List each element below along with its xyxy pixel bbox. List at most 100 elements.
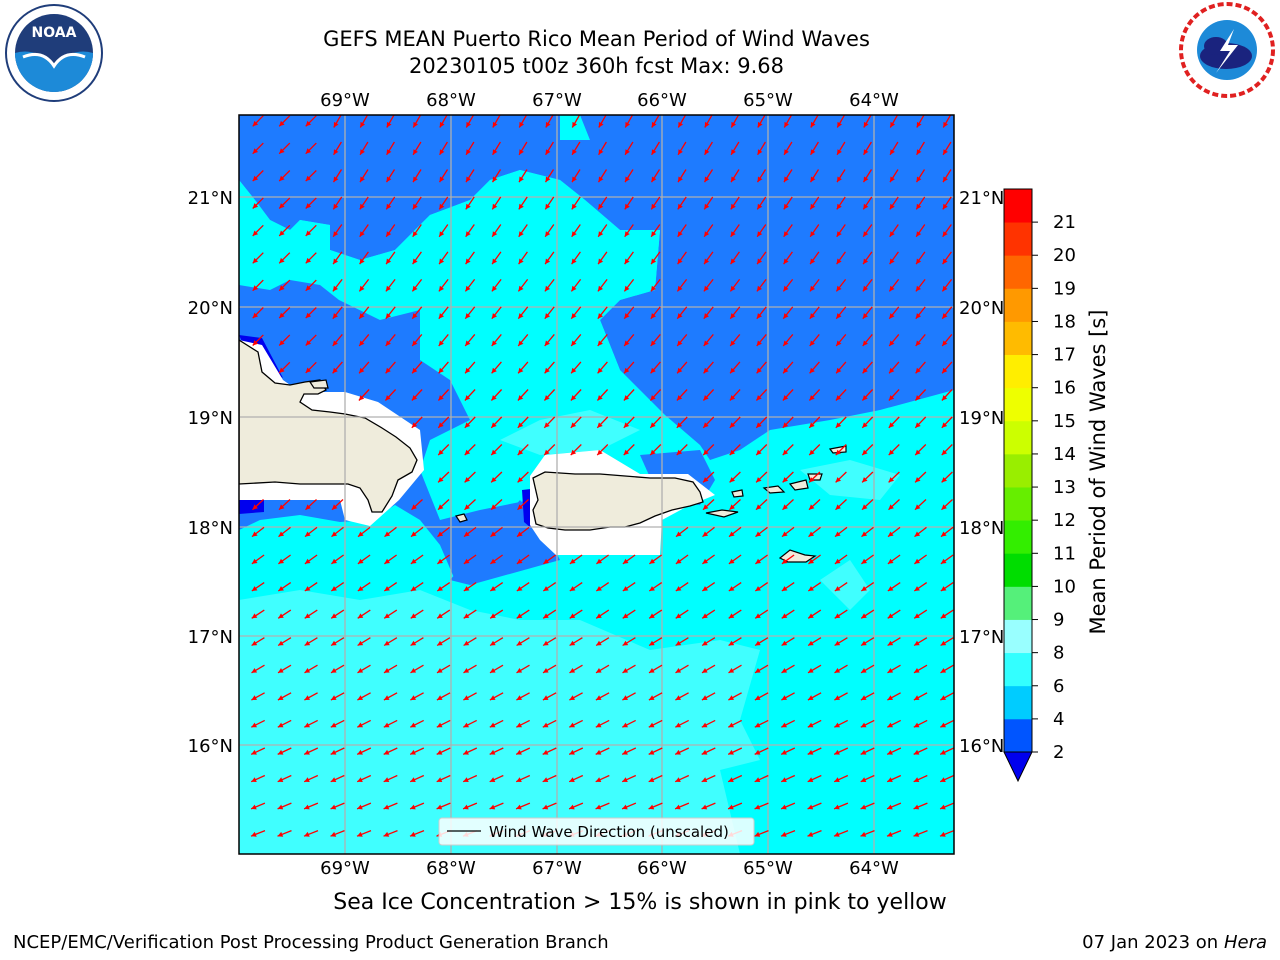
wind-wave-arrow-head: [622, 695, 628, 700]
wind-wave-arrow-head: [278, 558, 284, 564]
wind-wave-arrow-head: [809, 340, 815, 346]
wind-wave-arrow-head: [863, 258, 869, 265]
wind-wave-arrow-head: [357, 668, 364, 673]
wind-wave-arrow-head: [438, 367, 444, 374]
wind-wave-arrow-head: [836, 313, 842, 319]
wind-wave-arrow-head: [862, 449, 868, 456]
wind-wave-arrow-head: [437, 558, 443, 564]
wind-wave-arrow-head: [412, 231, 418, 237]
colorbar-tick-label: 4: [1053, 709, 1064, 730]
colorbar-segment: [1004, 685, 1032, 720]
wind-wave-arrow-head: [860, 722, 867, 728]
wind-wave-arrow-head: [810, 258, 816, 265]
wind-wave-arrow-head: [940, 804, 946, 810]
wind-wave-arrow-head: [809, 367, 815, 374]
wind-wave-arrow-head: [384, 531, 391, 537]
wind-wave-arrow-head: [807, 695, 814, 700]
wind-wave-arrow-head: [516, 558, 523, 564]
wind-wave-arrow-head: [463, 613, 470, 619]
wind-wave-arrow-head: [624, 258, 630, 265]
wind-wave-arrow-head: [915, 285, 921, 292]
wind-wave-arrow-head: [279, 175, 285, 182]
wind-wave-arrow-head: [439, 149, 445, 155]
wind-wave-arrow-head: [624, 203, 630, 210]
wind-wave-arrow-head: [596, 640, 602, 646]
wind-wave-arrow-head: [754, 777, 761, 782]
footer-date: 07 Jan 2023 on Hera: [1082, 932, 1267, 953]
wind-wave-arrow-head: [413, 121, 418, 128]
title-line-1: GEFS MEAN Puerto Rico Mean Period of Win…: [323, 27, 870, 51]
wind-wave-arrow-head: [438, 504, 444, 510]
colorbar-segment: [1004, 420, 1032, 455]
wind-wave-arrow-head: [465, 367, 471, 374]
wind-wave-arrow-head: [543, 640, 549, 646]
wind-wave-arrow-head: [491, 422, 497, 428]
wind-wave-arrow-head: [411, 422, 418, 428]
colorbar-segment: [1004, 487, 1032, 521]
wind-wave-arrow-head: [837, 176, 842, 183]
wind-wave-arrow-head: [464, 477, 470, 483]
wind-wave-arrow-head: [807, 749, 814, 755]
wind-wave-arrow-head: [410, 586, 417, 591]
wind-wave-arrow-head: [808, 531, 815, 537]
wind-wave-arrow-head: [359, 367, 365, 374]
wind-wave-arrow-head: [941, 504, 947, 510]
wind-wave-arrow-head: [703, 285, 709, 292]
wind-wave-arrow-head: [251, 586, 258, 591]
wind-wave-arrow-head: [466, 149, 471, 155]
wind-wave-arrow-head: [598, 258, 604, 265]
wind-wave-arrow-head: [305, 285, 312, 291]
wind-wave-arrow-head: [491, 367, 497, 374]
wind-wave-arrow-head: [252, 531, 258, 537]
wind-wave-arrow-head: [436, 777, 443, 782]
wind-wave-arrow-head: [913, 695, 920, 700]
lat-label-left: 21°N: [188, 188, 233, 209]
wind-wave-arrow-head: [279, 504, 285, 510]
wind-wave-arrow-head: [572, 176, 577, 183]
field-below-2-pr: [522, 489, 531, 528]
wind-wave-arrow-head: [649, 613, 655, 619]
wind-wave-arrow-head: [330, 831, 337, 837]
wind-wave-arrow-head: [595, 722, 602, 728]
wind-wave-arrow-head: [914, 613, 920, 619]
gridlines: [239, 115, 954, 854]
wind-wave-arrow-head: [861, 640, 867, 646]
wind-wave-arrow-head: [940, 613, 947, 619]
wind-wave-arrow-head: [862, 422, 868, 428]
wind-wave-arrow-head: [597, 340, 603, 346]
lat-label-left: 16°N: [188, 736, 233, 757]
wind-wave-arrow-head: [651, 121, 657, 128]
lat-label-right: 17°N: [959, 627, 1004, 648]
noaa-logo: NOAA: [5, 4, 103, 102]
colorbar-tick-label: 13: [1053, 477, 1076, 498]
wind-wave-arrow-head: [754, 749, 761, 755]
colorbar-tick-label: 19: [1053, 278, 1076, 299]
wind-wave-arrow-head: [543, 613, 549, 619]
lat-labels-right: 21°N 20°N 19°N 18°N 17°N 16°N: [959, 188, 1004, 757]
wind-wave-arrow-head: [518, 313, 524, 319]
field-6-8-se: [820, 560, 870, 610]
wind-wave-arrow-head: [437, 640, 443, 646]
lon-labels-top: 69°W 68°W 67°W 66°W 65°W 64°W: [320, 90, 899, 111]
wind-wave-arrow-head: [491, 504, 497, 510]
wind-wave-arrow-head: [463, 749, 469, 755]
wind-wave-arrow-head: [913, 831, 920, 837]
wind-wave-arrow-head: [704, 149, 710, 155]
wind-wave-arrow-head: [782, 395, 789, 401]
wind-wave-arrow-head: [489, 749, 496, 755]
wind-wave-arrow-head: [941, 422, 948, 428]
wind-wave-arrow-head: [436, 749, 443, 755]
wind-wave-arrow-head: [650, 285, 656, 292]
wind-wave-arrow-head: [809, 285, 815, 292]
wind-wave-arrow-head: [650, 367, 656, 374]
wind-wave-arrow-head: [543, 586, 549, 591]
wind-wave-arrow-head: [279, 230, 285, 236]
lat-label-right: 16°N: [959, 736, 1004, 757]
wind-wave-arrow-head: [756, 449, 762, 456]
wind-wave-arrow-head: [887, 722, 893, 728]
wind-wave-arrow-head: [730, 367, 736, 374]
wind-wave-arrow-head: [914, 531, 921, 537]
wind-wave-arrow-head: [333, 176, 339, 183]
colorbar-segment: [1004, 718, 1032, 753]
wind-wave-arrow-head: [332, 313, 338, 319]
